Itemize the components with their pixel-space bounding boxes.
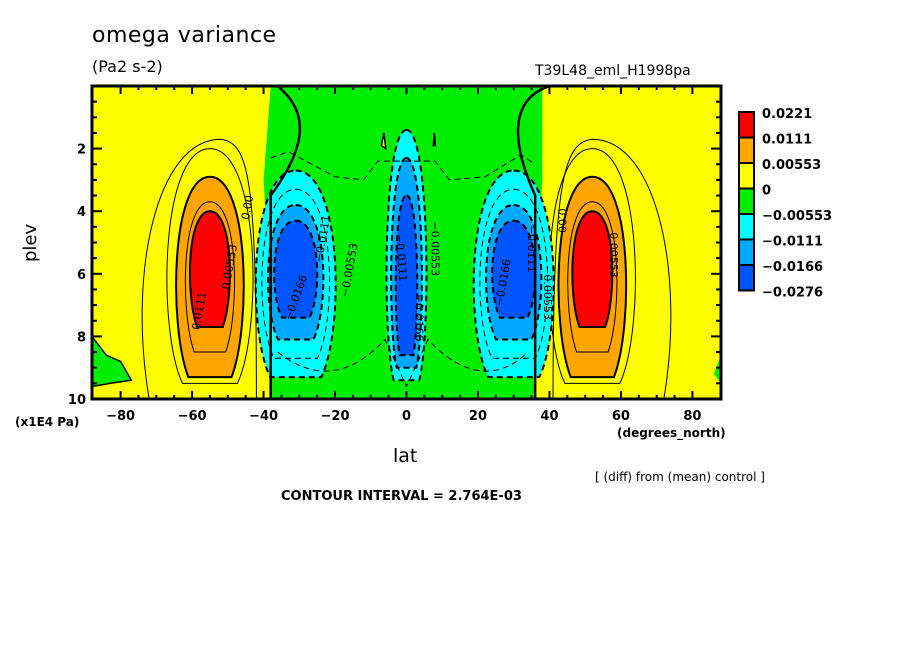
zero-contour (269, 86, 301, 399)
x-tick-label: 40 (540, 409, 558, 424)
x-tick-label: −80 (106, 409, 135, 424)
legend-swatch (738, 213, 755, 241)
south-positive-cell-level-0 (166, 148, 254, 384)
contour-interval: CONTOUR INTERVAL = 2.764E-03 (281, 489, 522, 504)
south-positive-cell-level-2 (184, 201, 235, 353)
zero-contour (516, 86, 550, 399)
north-positive-cell-level-3 (571, 210, 614, 329)
thin-contour (141, 138, 257, 399)
thin-contour (552, 138, 672, 399)
legend-label: 0.0221 (762, 107, 812, 122)
legend-label: −0.00553 (762, 209, 832, 224)
legend-label: 0 (762, 184, 771, 199)
chart-title: omega variance (92, 23, 277, 48)
x-tick-label: 60 (612, 409, 630, 424)
x-tick-label: 80 (683, 409, 701, 424)
dashed-contour (277, 338, 529, 388)
north-negative-cell-level-3 (491, 219, 537, 319)
contour-label: 0.00553 (607, 232, 620, 278)
south-negative-cell-level-3 (273, 219, 319, 319)
legend-label: −0.0166 (762, 260, 823, 275)
y-tick-label: 4 (77, 205, 86, 220)
legend-label: −0.0111 (762, 235, 823, 250)
region-near-zero-corner (92, 335, 133, 388)
contour-label: −0.0111 (392, 234, 409, 283)
y-axis-units: (x1E4 Pa) (15, 415, 80, 429)
contour-label: −0.0166 (412, 294, 425, 342)
small-contour-spike (432, 132, 437, 147)
contour-label: 0.00 (555, 208, 568, 233)
legend-swatch (738, 111, 755, 139)
x-tick-label: −40 (249, 409, 278, 424)
legend-label: 0.00553 (762, 158, 821, 173)
legend-swatch (738, 187, 755, 215)
y-tick-label: 10 (68, 393, 86, 408)
equatorial-negative-column-level-2 (394, 194, 419, 357)
diff-note: [ (diff) from (mean) control ] (595, 470, 765, 484)
legend-label: 0.0111 (762, 133, 812, 148)
dashed-contour (270, 151, 536, 181)
legend-swatch (738, 264, 755, 292)
contour-label: −0.0111 (525, 225, 538, 273)
x-axis-label: lat (393, 445, 418, 467)
legend-label: −0.0276 (762, 286, 823, 301)
contour-label: 0.00 (239, 194, 256, 220)
chart-units: (Pa2 s-2) (92, 57, 163, 76)
contour-label: −0.00553 (429, 221, 442, 276)
y-tick-label: 2 (77, 143, 86, 158)
run-name: T39L48_eml_H1998pa (535, 63, 691, 79)
small-positive-spike (380, 132, 387, 151)
y-tick-label: 8 (77, 330, 86, 345)
contour-label: −0.00553 (541, 265, 554, 320)
south-positive-cell-level-3 (188, 210, 231, 329)
legend-swatch (738, 162, 755, 190)
north-negative-cell-level-1 (479, 188, 549, 359)
south-negative-cell-level-1 (261, 188, 331, 359)
x-tick-label: −60 (178, 409, 207, 424)
y-tick-label: 6 (77, 268, 86, 283)
x-axis-units: (degrees_north) (617, 426, 726, 440)
legend-swatch (738, 136, 755, 164)
x-tick-label: 0 (402, 409, 411, 424)
x-tick-label: −20 (321, 409, 350, 424)
legend-swatch (738, 238, 755, 266)
region-near-zero-corner (713, 355, 721, 384)
north-positive-cell-level-0 (548, 148, 636, 384)
x-tick-label: 20 (469, 409, 487, 424)
north-positive-cell-level-2 (567, 201, 618, 353)
